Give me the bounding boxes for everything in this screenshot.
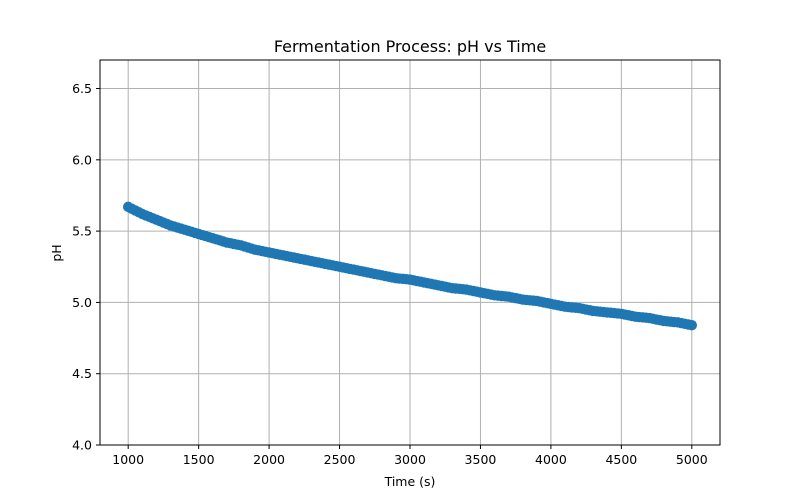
x-axis-label: Time (s) <box>384 474 436 489</box>
x-tick-label: 1000 <box>112 452 144 467</box>
data-point <box>686 320 698 331</box>
y-tick-label: 4.5 <box>72 366 92 381</box>
x-tick-label: 5000 <box>676 452 708 467</box>
x-tick-label: 2000 <box>253 452 285 467</box>
x-axis-ticks: 1000 1500 2000 2500 3000 3500 4000 4500 5000 <box>112 445 708 467</box>
chart-title: Fermentation Process: pH vs Time <box>274 37 546 56</box>
data-points <box>122 201 698 331</box>
y-tick-label: 5.0 <box>72 295 92 310</box>
x-tick-label: 3500 <box>465 452 497 467</box>
x-tick-label: 3000 <box>394 452 426 467</box>
x-tick-label: 1500 <box>183 452 215 467</box>
y-tick-label: 5.5 <box>72 224 92 239</box>
x-tick-label: 4000 <box>535 452 567 467</box>
y-axis-label: pH <box>49 244 64 261</box>
x-tick-label: 4500 <box>605 452 637 467</box>
x-tick-label: 2500 <box>324 452 356 467</box>
y-tick-label: 6.0 <box>72 152 92 167</box>
grid <box>100 60 720 446</box>
y-tick-label: 4.0 <box>72 438 92 453</box>
y-axis-ticks: 4.0 4.5 5.0 5.5 6.0 6.5 <box>72 81 100 453</box>
y-tick-label: 6.5 <box>72 81 92 96</box>
